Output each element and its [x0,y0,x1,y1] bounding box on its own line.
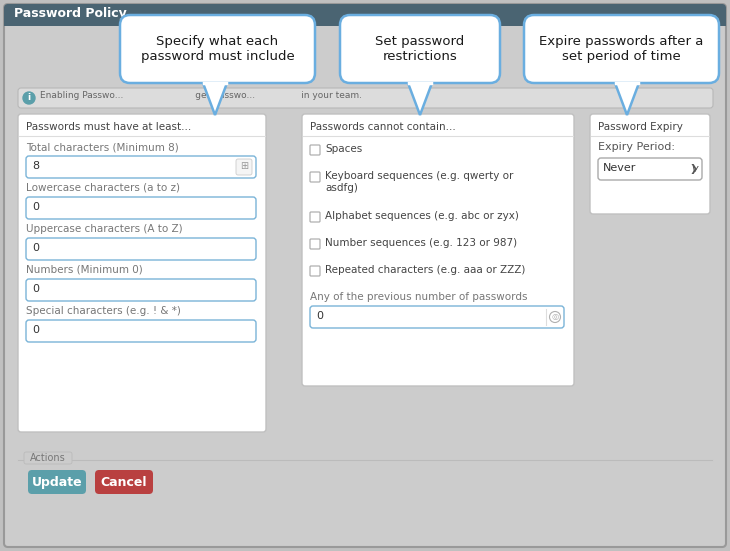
FancyBboxPatch shape [120,15,315,83]
Circle shape [23,92,35,104]
FancyBboxPatch shape [310,145,320,155]
Polygon shape [203,83,227,115]
FancyBboxPatch shape [95,470,153,494]
Text: Enabling Passwo...                         ger passwo...                in your : Enabling Passwo... ger passwo... in your [40,91,362,100]
Text: Special characters (e.g. ! & *): Special characters (e.g. ! & *) [26,306,181,316]
FancyBboxPatch shape [310,266,320,276]
Text: Expiry Period:: Expiry Period: [598,142,675,152]
Text: 8: 8 [32,161,39,171]
Text: Password Expiry: Password Expiry [598,122,683,132]
Text: Lowercase characters (a to z): Lowercase characters (a to z) [26,183,180,193]
Text: Total characters (Minimum 8): Total characters (Minimum 8) [26,142,179,152]
Text: Never: Never [603,163,637,173]
Text: Spaces: Spaces [325,144,362,154]
FancyBboxPatch shape [310,212,320,222]
Text: Any of the previous number of passwords: Any of the previous number of passwords [310,292,528,302]
Text: ⊞: ⊞ [240,161,248,171]
Text: 0: 0 [32,284,39,294]
FancyBboxPatch shape [340,15,500,83]
Text: 0: 0 [32,243,39,253]
FancyBboxPatch shape [26,320,256,342]
FancyBboxPatch shape [236,159,252,175]
Polygon shape [615,83,639,115]
Text: Alphabet sequences (e.g. abc or zyx): Alphabet sequences (e.g. abc or zyx) [325,211,519,221]
Text: Repeated characters (e.g. aaa or ZZZ): Repeated characters (e.g. aaa or ZZZ) [325,265,526,275]
Text: Specify what each
password must include: Specify what each password must include [141,35,294,63]
Polygon shape [408,83,432,115]
Text: Cancel: Cancel [101,476,147,489]
Bar [4,15,726,26]
FancyBboxPatch shape [598,158,702,180]
Text: Expire passwords after a
set period of time: Expire passwords after a set period of t… [539,35,704,63]
FancyBboxPatch shape [4,4,726,26]
Text: Numbers (Minimum 0): Numbers (Minimum 0) [26,265,143,275]
Text: ❯: ❯ [690,164,698,174]
Text: Set password
restrictions: Set password restrictions [375,35,464,63]
Text: Uppercase characters (A to Z): Uppercase characters (A to Z) [26,224,182,234]
Text: ◎: ◎ [551,312,558,321]
FancyBboxPatch shape [302,114,574,386]
FancyBboxPatch shape [28,470,86,494]
Text: Keyboard sequences (e.g. qwerty or
asdfg): Keyboard sequences (e.g. qwerty or asdfg… [325,171,513,193]
FancyBboxPatch shape [18,114,266,432]
FancyBboxPatch shape [4,4,726,547]
Bar [24,452,72,464]
FancyBboxPatch shape [310,239,320,249]
FancyBboxPatch shape [26,279,256,301]
FancyBboxPatch shape [24,452,72,464]
FancyBboxPatch shape [26,156,256,178]
FancyBboxPatch shape [26,197,256,219]
Text: Passwords must have at least...: Passwords must have at least... [26,122,191,132]
FancyBboxPatch shape [524,15,719,83]
Text: Actions: Actions [30,453,66,463]
Text: 0: 0 [32,202,39,212]
Text: i: i [28,94,31,102]
Text: 0: 0 [32,325,39,335]
Text: 0: 0 [316,311,323,321]
FancyBboxPatch shape [590,114,710,214]
Text: v: v [692,164,699,174]
FancyBboxPatch shape [310,172,320,182]
Text: Password Policy: Password Policy [14,7,127,20]
Text: Passwords cannot contain...: Passwords cannot contain... [310,122,456,132]
FancyBboxPatch shape [310,306,564,328]
FancyBboxPatch shape [26,238,256,260]
FancyBboxPatch shape [18,88,713,108]
Text: Number sequences (e.g. 123 or 987): Number sequences (e.g. 123 or 987) [325,238,517,248]
Text: Update: Update [31,476,82,489]
